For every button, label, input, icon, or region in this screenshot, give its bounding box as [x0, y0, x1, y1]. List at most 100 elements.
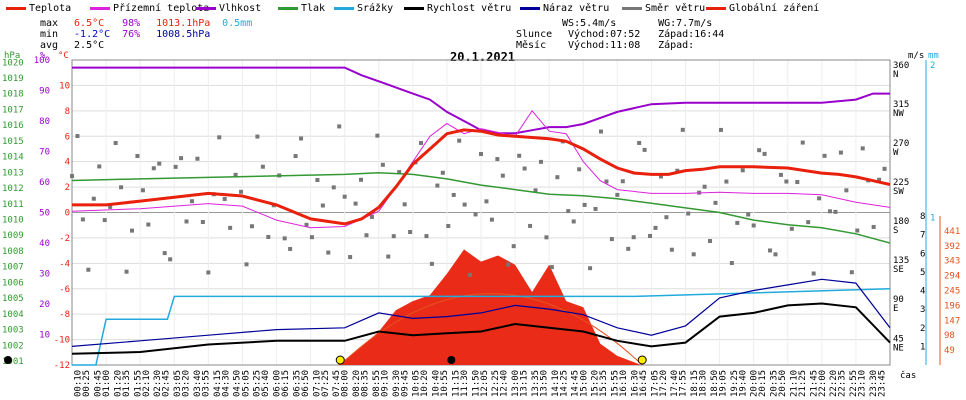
wind-direction-point [849, 270, 854, 275]
wind-direction-point [266, 234, 271, 239]
dir-tick-name: E [893, 304, 898, 314]
time-tick: 18:50 [710, 370, 720, 397]
time-tick: 11:30 [460, 370, 470, 397]
wind-direction-point [877, 177, 882, 182]
wind-direction-point [97, 164, 102, 169]
time-tick: 05:40 [261, 370, 271, 397]
legend-swatch [90, 6, 110, 10]
wind-direction-point [762, 151, 767, 156]
time-tick: 17:55 [679, 370, 689, 397]
time-tick: 16:10 [619, 370, 629, 397]
wind-direction-point [86, 267, 91, 272]
mm-tick: 1 [930, 214, 935, 224]
dir-tick-value: 225 [893, 178, 909, 188]
time-tick: 10:55 [440, 370, 450, 397]
mm-axis-label: mm [928, 51, 939, 61]
wind-direction-point [397, 170, 402, 175]
wind-direction-point [451, 192, 456, 197]
stats-min-press: 1008.5hPa [156, 29, 211, 40]
stats-max-rain: 0.5mm [222, 18, 253, 29]
wind-direction-point [855, 228, 860, 233]
time-tick: 09:45 [400, 370, 410, 397]
wind-direction-point [571, 219, 576, 224]
wind-direction-point [598, 129, 603, 134]
ms-tick: 7 [920, 231, 925, 241]
pct-tick: 90 [39, 87, 50, 97]
ms-tick: 8 [920, 212, 925, 222]
time-tick: 23:30 [869, 370, 879, 397]
stats-avg-temp: 2.5°C [74, 40, 105, 51]
wind-direction-point [735, 220, 740, 225]
time-tick: 00:25 [82, 370, 92, 397]
wind-direction-point [386, 254, 391, 259]
wm-tick: 147 [944, 316, 960, 326]
legend-item: Globální záření [706, 3, 819, 14]
time-tick: 07:10 [312, 370, 322, 397]
stats-max-press: 1013.1hPa [156, 18, 211, 29]
wind-direction-point [538, 159, 543, 164]
wind-direction-point [179, 156, 184, 161]
wind-direction-point [718, 127, 723, 132]
wind-direction-point [844, 188, 849, 193]
moon-row: Měsíc Východ:11:08 Západ: [516, 40, 724, 51]
time-tick: 18:30 [699, 370, 709, 397]
wind-direction-point [778, 172, 783, 177]
moon-label: Měsíc [516, 40, 547, 51]
stats-max-row: max 6.5°C 98% 1013.1hPa 0.5mm [40, 18, 252, 29]
wind-direction-point [239, 189, 244, 194]
wind-direction-point [522, 166, 527, 171]
time-tick: 12:40 [500, 370, 510, 397]
time-tick: 20:15 [758, 370, 768, 397]
time-tick: 11:15 [451, 370, 461, 397]
wind-direction-point [200, 220, 205, 225]
legend-label: Vlhkost [219, 3, 262, 14]
wind-direction-point [206, 270, 211, 275]
pct-tick: 50 [39, 209, 50, 219]
hpa-tick: 1014 [2, 153, 24, 163]
time-tick: 14:10 [551, 370, 561, 397]
wind-direction-point [337, 124, 342, 129]
moon-marker-left [4, 356, 12, 364]
wind-direction-point [838, 150, 843, 155]
degc-tick: -12 [54, 361, 70, 371]
wind-direction-point [364, 233, 369, 238]
wind-direction-point [768, 248, 773, 253]
wind-direction-point [484, 199, 489, 204]
wm-tick: 343 [944, 257, 960, 267]
time-tick: 15:55 [610, 370, 620, 397]
dir-tick-name: S [893, 226, 898, 236]
wind-direction-point [713, 200, 718, 205]
hpa-tick: 1008 [2, 247, 24, 257]
wind-direction-point [680, 127, 685, 132]
wind-direction-point [631, 235, 636, 240]
hpa-tick: 1004 [2, 310, 24, 320]
ms-tick: 3 [920, 305, 925, 315]
pct-tick: 10 [39, 331, 50, 341]
wm-tick: 245 [944, 287, 960, 297]
time-tick: 19:40 [738, 370, 748, 397]
dir-tick-value: 315 [893, 100, 909, 110]
hpa-tick: 1001 [2, 357, 24, 367]
time-tick: 02:10 [142, 370, 152, 397]
dir-tick-name: W [893, 148, 899, 158]
wind-direction-point [162, 251, 167, 256]
time-tick: 01:00 [102, 370, 112, 397]
hpa-tick: 1020 [2, 58, 24, 68]
wind-direction-point [555, 175, 560, 180]
ms-tick: 6 [920, 249, 925, 259]
wind-direction-point [648, 233, 653, 238]
dir-tick-name: SW [893, 187, 904, 197]
dir-tick-name: NW [893, 109, 904, 119]
sunset-value: Západ:16:44 [658, 29, 725, 40]
wind-direction-point [331, 185, 336, 190]
time-tick: 06:50 [301, 370, 311, 397]
wind-direction-point [353, 201, 358, 206]
wind-direction-point [119, 185, 124, 190]
wind-direction-point [528, 223, 533, 228]
hpa-tick: 1016 [2, 121, 24, 131]
pct-tick: 80 [39, 117, 50, 127]
wind-direction-point [637, 140, 642, 145]
wind-direction-point [615, 192, 620, 197]
time-tick: 02:30 [153, 370, 163, 397]
wind-direction-point [359, 177, 364, 182]
